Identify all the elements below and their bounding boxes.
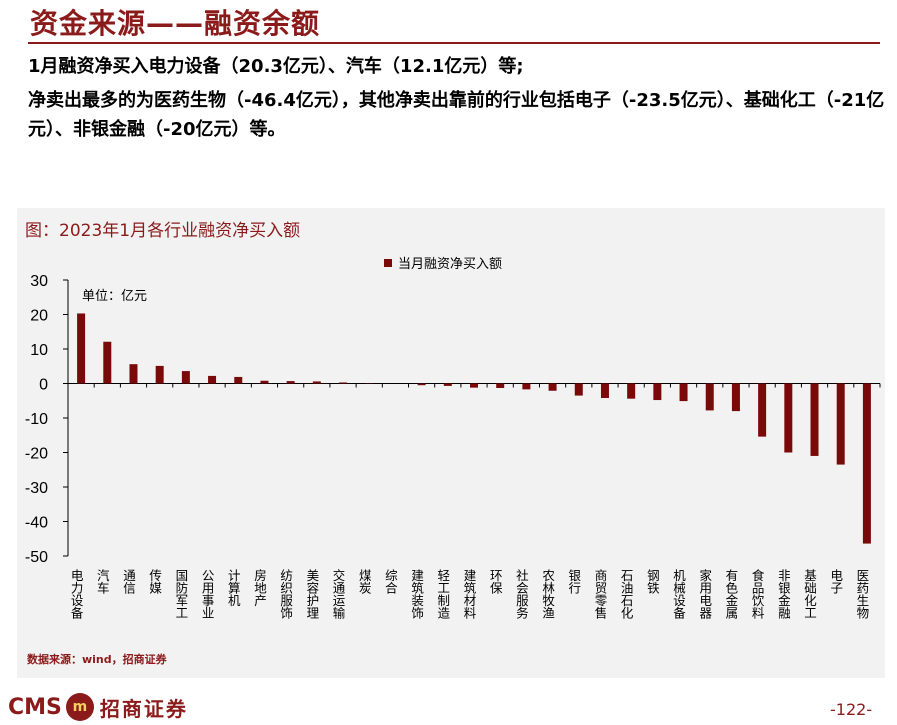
x-tick-label: 轻工制造 — [435, 569, 450, 619]
bar — [339, 382, 348, 384]
bar — [443, 383, 452, 386]
x-tick-label: 电力设备 — [69, 569, 84, 620]
y-tick-label: 0 — [39, 377, 48, 394]
bar — [417, 383, 426, 386]
x-tick-label: 非银金融 — [776, 569, 791, 620]
company-logo: CMS m 招商证券 — [8, 690, 188, 724]
chart-panel — [17, 208, 885, 678]
x-tick-label: 机械设备 — [671, 569, 686, 620]
y-tick-label: -10 — [25, 411, 48, 428]
y-tick-label: -40 — [25, 515, 48, 532]
bar — [522, 383, 531, 390]
bar — [600, 383, 609, 398]
bar — [810, 383, 819, 456]
bar — [312, 381, 321, 384]
x-tick-label: 综合 — [383, 569, 398, 594]
y-tick-label: 10 — [30, 342, 48, 359]
page-title: 资金来源——融资余额 — [30, 7, 321, 40]
x-tick-label: 建筑材料 — [462, 569, 477, 619]
x-tick-label: 有色金属 — [723, 569, 738, 620]
bar — [627, 383, 636, 399]
x-tick-label: 纺织服饰 — [278, 569, 293, 619]
bar — [181, 371, 190, 384]
x-tick-label: 食品饮料 — [750, 568, 765, 619]
x-tick-label: 国防军工 — [173, 569, 188, 619]
logo-text: CMS — [8, 694, 62, 720]
x-tick-label: 汽车 — [95, 568, 110, 595]
logo-mark-icon: m — [65, 693, 94, 721]
bar — [129, 364, 138, 384]
bar — [784, 383, 793, 453]
x-tick-label: 煤炭 — [357, 569, 372, 595]
bar — [470, 383, 478, 388]
bar — [574, 383, 583, 396]
x-tick-label: 社会服务 — [514, 568, 529, 619]
bar — [260, 380, 269, 384]
x-tick-label: 基础化工 — [802, 569, 817, 619]
x-tick-label: 医药生物 — [854, 569, 869, 620]
bar — [155, 365, 164, 384]
x-tick-label: 房地产 — [252, 568, 267, 607]
bar — [286, 381, 295, 384]
x-tick-label: 环保 — [488, 569, 503, 594]
logo-chinese-name: 招商证券 — [99, 696, 188, 721]
x-tick-label: 美容护理 — [304, 569, 319, 619]
data-source: 数据来源：wind，招商证券 — [27, 653, 167, 666]
chart-title: 图：2023年1月各行业融资净买入额 — [25, 221, 301, 241]
bar — [234, 376, 243, 384]
x-tick-label: 交通运输 — [331, 568, 346, 620]
bar — [862, 383, 871, 544]
bar — [77, 313, 86, 384]
bar — [103, 341, 112, 384]
bar — [705, 383, 714, 411]
y-tick-label: -30 — [25, 480, 48, 497]
x-tick-label: 钢铁 — [645, 569, 660, 594]
summary-line-2: 净卖出最多的为医药生物（-46.4亿元），其他净卖出靠前的行业包括电子（-23.… — [28, 90, 885, 140]
y-tick-label: 20 — [30, 308, 48, 325]
x-tick-label: 农林牧渔 — [540, 569, 555, 619]
y-tick-label: 30 — [30, 273, 48, 290]
x-tick-label: 电子 — [828, 569, 843, 594]
y-tick-label: -50 — [25, 549, 48, 566]
summary-line-1: 1月融资净买入电力设备（20.3亿元）、汽车（12.1亿元）等; — [28, 56, 524, 77]
x-tick-label: 商贸零售 — [592, 568, 607, 619]
bar — [758, 383, 767, 437]
legend-label: 当月融资净买入额 — [398, 257, 502, 272]
x-tick-label: 银行 — [566, 569, 581, 595]
unit-label: 单位：亿元 — [82, 289, 147, 304]
bar — [731, 383, 740, 412]
x-tick-label: 建筑装饰 — [409, 569, 424, 619]
x-tick-label: 计算机 — [226, 569, 241, 607]
page-number: -122- — [830, 700, 873, 719]
x-tick-label: 家用电器 — [697, 568, 712, 620]
legend-swatch — [384, 259, 392, 267]
y-tick-label: -20 — [25, 446, 48, 463]
bar — [496, 383, 505, 388]
x-tick-label: 石油石化 — [619, 569, 634, 620]
bar — [208, 375, 217, 384]
x-tick-label: 通信 — [121, 569, 136, 595]
title-divider — [28, 42, 880, 44]
bar — [548, 383, 557, 391]
bar — [679, 383, 688, 402]
x-tick-label: 传媒 — [147, 568, 162, 594]
bar — [653, 383, 662, 401]
x-tick-label: 公用事业 — [200, 569, 215, 619]
bar — [836, 383, 845, 465]
